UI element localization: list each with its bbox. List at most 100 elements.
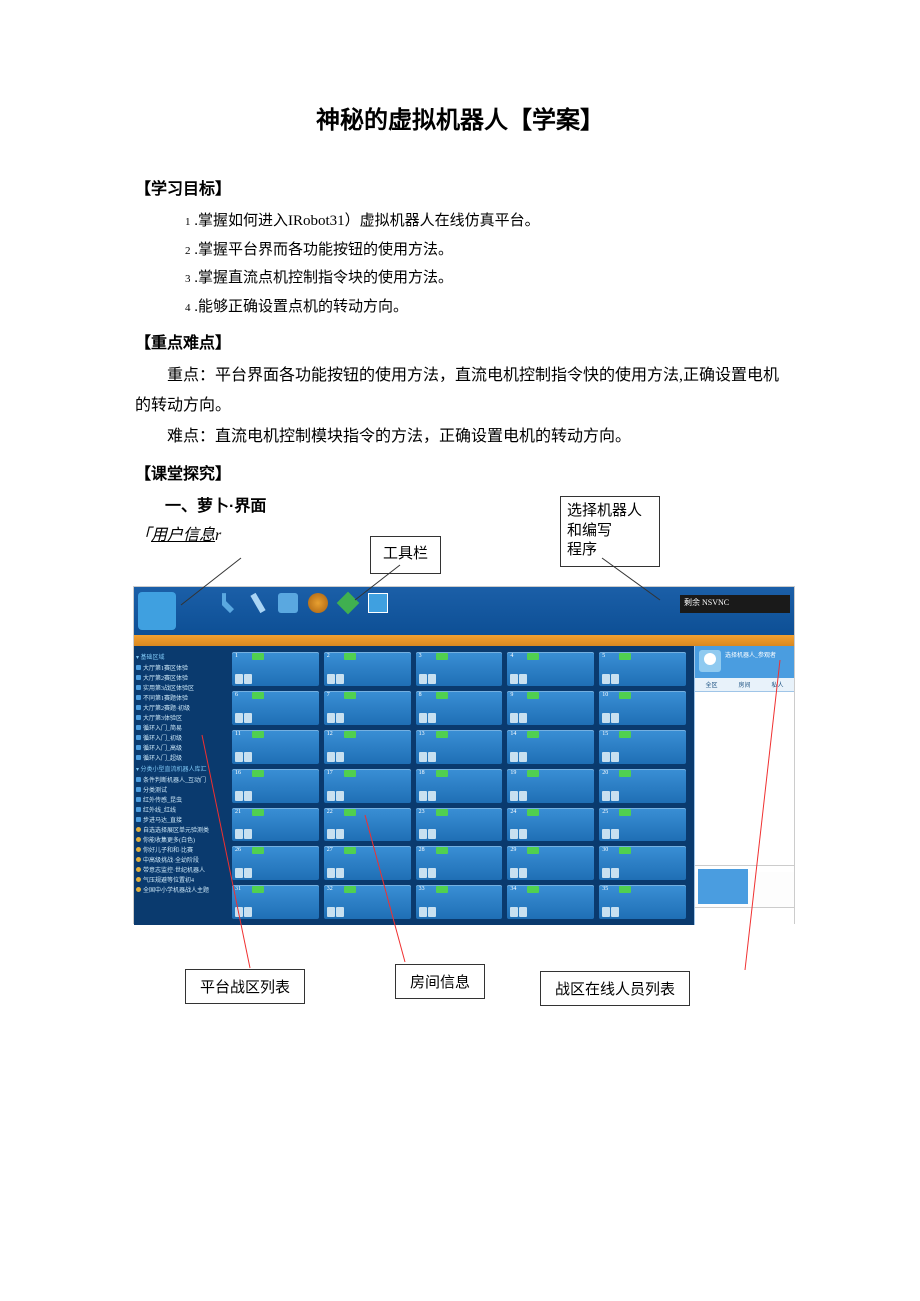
room-enter-button[interactable]: [436, 847, 448, 854]
pencil-icon[interactable]: [250, 593, 265, 613]
room-card[interactable]: 8: [416, 691, 503, 725]
zone-list-item[interactable]: 气压规避等位置初4: [136, 875, 222, 884]
room-enter-button[interactable]: [436, 731, 448, 738]
room-enter-button[interactable]: [619, 653, 631, 660]
sheet-icon[interactable]: [368, 593, 388, 613]
room-enter-button[interactable]: [344, 731, 356, 738]
room-enter-button[interactable]: [436, 886, 448, 893]
room-card[interactable]: 14: [507, 730, 594, 764]
room-card[interactable]: 6: [232, 691, 319, 725]
room-enter-button[interactable]: [619, 731, 631, 738]
room-card[interactable]: 9: [507, 691, 594, 725]
zone-list-item[interactable]: 大厅第2赛题·初级: [136, 703, 222, 712]
room-card[interactable]: 16: [232, 769, 319, 803]
room-card[interactable]: 17: [324, 769, 411, 803]
room-enter-button[interactable]: [527, 692, 539, 699]
room-enter-button[interactable]: [436, 770, 448, 777]
room-enter-button[interactable]: [619, 847, 631, 854]
room-card[interactable]: 35: [599, 885, 686, 919]
zone-list-item[interactable]: 条件判断机器人_互动门: [136, 775, 222, 784]
room-card[interactable]: 12: [324, 730, 411, 764]
room-enter-button[interactable]: [527, 809, 539, 816]
room-card[interactable]: 18: [416, 769, 503, 803]
room-card[interactable]: 25: [599, 808, 686, 842]
room-enter-button[interactable]: [344, 653, 356, 660]
room-enter-button[interactable]: [252, 653, 264, 660]
room-enter-button[interactable]: [344, 692, 356, 699]
tab-all[interactable]: 全区: [695, 678, 728, 691]
room-enter-button[interactable]: [436, 653, 448, 660]
wrench-icon[interactable]: [218, 593, 238, 613]
room-card[interactable]: 33: [416, 885, 503, 919]
room-card[interactable]: 4: [507, 652, 594, 686]
room-enter-button[interactable]: [527, 847, 539, 854]
zone-list-item[interactable]: 循环入门_高级: [136, 743, 222, 752]
room-card[interactable]: 19: [507, 769, 594, 803]
zone-list-item[interactable]: 中高级挑战·全幼阶段: [136, 855, 222, 864]
room-enter-button[interactable]: [619, 809, 631, 816]
zone-list-item[interactable]: 循环入门_初级: [136, 733, 222, 742]
room-enter-button[interactable]: [527, 731, 539, 738]
zone-list-item[interactable]: 大厅第1赛区体验: [136, 663, 222, 672]
room-card[interactable]: 24: [507, 808, 594, 842]
room-enter-button[interactable]: [252, 692, 264, 699]
room-card[interactable]: 11: [232, 730, 319, 764]
room-enter-button[interactable]: [527, 653, 539, 660]
room-card[interactable]: 13: [416, 730, 503, 764]
room-enter-button[interactable]: [619, 692, 631, 699]
zone-list-item[interactable]: 不同第1赛题体验: [136, 693, 222, 702]
room-card[interactable]: 5: [599, 652, 686, 686]
zone-list-item[interactable]: 大厅第3体验区: [136, 713, 222, 722]
zone-list-item[interactable]: 循环入门_超级: [136, 753, 222, 762]
room-card[interactable]: 15: [599, 730, 686, 764]
room-enter-button[interactable]: [619, 770, 631, 777]
room-card[interactable]: 2: [324, 652, 411, 686]
room-card[interactable]: 28: [416, 846, 503, 880]
room-card[interactable]: 20: [599, 769, 686, 803]
zone-list-item[interactable]: 大厅第2赛区体验: [136, 673, 222, 682]
zone-list-item[interactable]: 带意志监控·世纪机器人: [136, 865, 222, 874]
room-card[interactable]: 22: [324, 808, 411, 842]
room-enter-button[interactable]: [252, 809, 264, 816]
zone-list-item[interactable]: 分类测试: [136, 785, 222, 794]
room-card[interactable]: 32: [324, 885, 411, 919]
cube-icon[interactable]: [337, 592, 360, 615]
room-enter-button[interactable]: [344, 886, 356, 893]
room-enter-button[interactable]: [344, 770, 356, 777]
room-card[interactable]: 3: [416, 652, 503, 686]
room-card[interactable]: 1: [232, 652, 319, 686]
room-card[interactable]: 26: [232, 846, 319, 880]
zone-list-item[interactable]: 全国中小学机器战人主题: [136, 885, 222, 894]
zone-list-item[interactable]: 你能收集更多(白色): [136, 835, 222, 844]
tab-room[interactable]: 房间: [728, 678, 761, 691]
room-card[interactable]: 29: [507, 846, 594, 880]
room-enter-button[interactable]: [252, 731, 264, 738]
zone-list-item[interactable]: 自选选择展区单元验测类: [136, 825, 222, 834]
room-enter-button[interactable]: [252, 770, 264, 777]
tab-private[interactable]: 私人: [761, 678, 794, 691]
zone-list-item[interactable]: 红外传感_昆虫: [136, 795, 222, 804]
room-card[interactable]: 7: [324, 691, 411, 725]
room-enter-button[interactable]: [527, 886, 539, 893]
room-card[interactable]: 23: [416, 808, 503, 842]
globe-icon[interactable]: [308, 593, 328, 613]
duplicate-icon[interactable]: [278, 593, 298, 613]
room-enter-button[interactable]: [252, 886, 264, 893]
room-enter-button[interactable]: [527, 770, 539, 777]
zone-list-item[interactable]: 步进马达_直接: [136, 815, 222, 824]
room-card[interactable]: 34: [507, 885, 594, 919]
zone-list-item[interactable]: 循环入门_简易: [136, 723, 222, 732]
room-enter-button[interactable]: [436, 809, 448, 816]
zone-list-item[interactable]: 你好儿子和和·比赛: [136, 845, 222, 854]
room-enter-button[interactable]: [436, 692, 448, 699]
room-card[interactable]: 10: [599, 691, 686, 725]
room-enter-button[interactable]: [344, 809, 356, 816]
room-card[interactable]: 21: [232, 808, 319, 842]
zone-list-item[interactable]: 红外线_红线: [136, 805, 222, 814]
room-card[interactable]: 30: [599, 846, 686, 880]
chat-input[interactable]: [695, 907, 794, 925]
room-card[interactable]: 27: [324, 846, 411, 880]
room-enter-button[interactable]: [344, 847, 356, 854]
room-card[interactable]: 31: [232, 885, 319, 919]
zone-list-item[interactable]: 实用第3战区体验区: [136, 683, 222, 692]
